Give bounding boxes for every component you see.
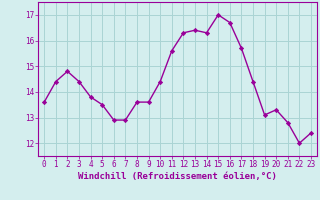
X-axis label: Windchill (Refroidissement éolien,°C): Windchill (Refroidissement éolien,°C) [78,172,277,181]
